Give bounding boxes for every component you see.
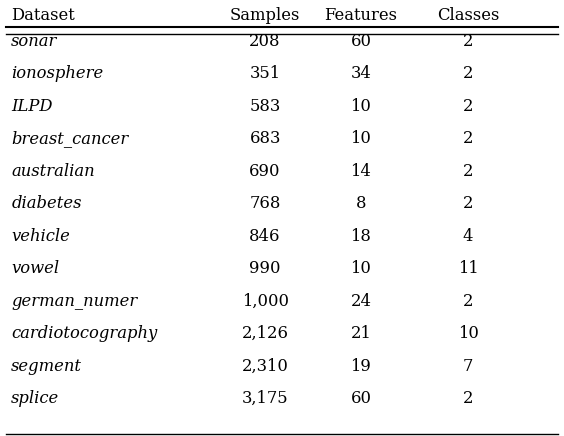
Text: 19: 19 bbox=[350, 358, 372, 375]
Text: 2: 2 bbox=[463, 65, 473, 82]
Text: Features: Features bbox=[324, 7, 398, 24]
Text: 846: 846 bbox=[249, 228, 281, 245]
Text: sonar: sonar bbox=[11, 33, 58, 50]
Text: Samples: Samples bbox=[230, 7, 300, 24]
Text: 2: 2 bbox=[463, 293, 473, 310]
Text: 10: 10 bbox=[350, 260, 372, 277]
Text: Dataset: Dataset bbox=[11, 7, 75, 24]
Text: 2: 2 bbox=[463, 98, 473, 115]
Text: 990: 990 bbox=[249, 260, 281, 277]
Text: 583: 583 bbox=[249, 98, 281, 115]
Text: australian: australian bbox=[11, 163, 95, 180]
Text: Classes: Classes bbox=[437, 7, 499, 24]
Text: 2: 2 bbox=[463, 163, 473, 180]
Text: 2: 2 bbox=[463, 130, 473, 147]
Text: vehicle: vehicle bbox=[11, 228, 70, 245]
Text: 8: 8 bbox=[356, 195, 366, 212]
Text: 4: 4 bbox=[463, 228, 473, 245]
Text: 10: 10 bbox=[350, 98, 372, 115]
Text: ILPD: ILPD bbox=[11, 98, 53, 115]
Text: 2,310: 2,310 bbox=[241, 358, 289, 375]
Text: 2: 2 bbox=[463, 33, 473, 50]
Text: diabetes: diabetes bbox=[11, 195, 82, 212]
Text: segment: segment bbox=[11, 358, 82, 375]
Text: 14: 14 bbox=[350, 163, 372, 180]
Text: 683: 683 bbox=[249, 130, 281, 147]
Text: breast_cancer: breast_cancer bbox=[11, 130, 129, 147]
Text: 2,126: 2,126 bbox=[241, 325, 289, 342]
Text: vowel: vowel bbox=[11, 260, 59, 277]
Text: 2: 2 bbox=[463, 390, 473, 407]
Text: ionosphere: ionosphere bbox=[11, 65, 104, 82]
Text: 1,000: 1,000 bbox=[241, 293, 289, 310]
Text: 24: 24 bbox=[350, 293, 372, 310]
Text: 34: 34 bbox=[350, 65, 372, 82]
Text: 10: 10 bbox=[350, 130, 372, 147]
Text: 11: 11 bbox=[458, 260, 478, 277]
Text: 351: 351 bbox=[249, 65, 281, 82]
Text: 690: 690 bbox=[249, 163, 281, 180]
Text: 7: 7 bbox=[463, 358, 473, 375]
Text: 18: 18 bbox=[350, 228, 372, 245]
Text: 10: 10 bbox=[457, 325, 479, 342]
Text: 2: 2 bbox=[463, 195, 473, 212]
Text: german_numer: german_numer bbox=[11, 293, 138, 310]
Text: 60: 60 bbox=[350, 390, 372, 407]
Text: 768: 768 bbox=[249, 195, 281, 212]
Text: 208: 208 bbox=[249, 33, 281, 50]
Text: 60: 60 bbox=[350, 33, 372, 50]
Text: cardiotocography: cardiotocography bbox=[11, 325, 157, 342]
Text: 21: 21 bbox=[350, 325, 372, 342]
Text: 3,175: 3,175 bbox=[242, 390, 288, 407]
Text: splice: splice bbox=[11, 390, 60, 407]
